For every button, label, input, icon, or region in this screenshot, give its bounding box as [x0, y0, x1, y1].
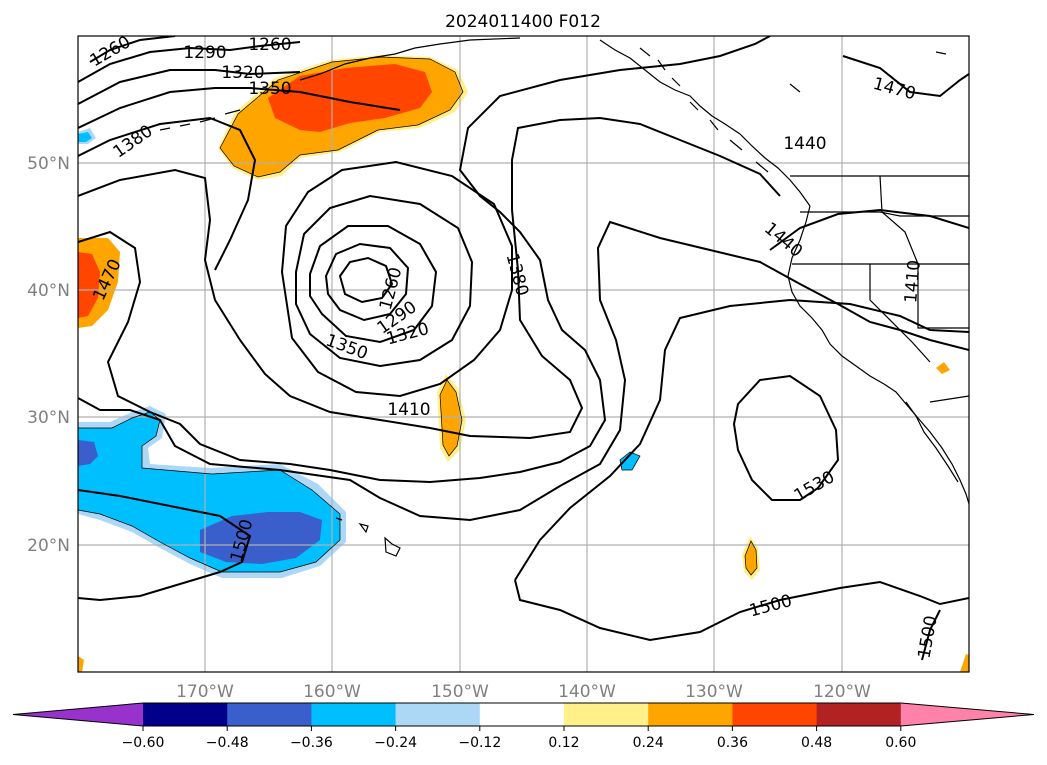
lon-label: 150°W [431, 682, 489, 702]
contour-label: 1350 [248, 79, 291, 99]
contour-label: 1380 [502, 251, 533, 298]
contour-label: 1260 [248, 35, 291, 55]
lat-label: 20°N [27, 536, 70, 556]
contour-1470-ne [842, 55, 969, 98]
contour-label: 1290 [183, 43, 226, 63]
contour-label: 1470 [871, 74, 918, 105]
colorbar-tick-label: 0.24 [633, 735, 664, 751]
border-mexico [929, 395, 969, 403]
contour-low-1290 [324, 242, 410, 322]
colorbar-segment [732, 703, 818, 726]
lat-label: 50°N [27, 154, 70, 174]
colorbar-tick-label: −0.60 [122, 735, 165, 751]
colorbar-tick-label: 0.48 [801, 735, 832, 751]
contour-label: 1260 [87, 32, 134, 71]
colorbar-segment [311, 703, 397, 726]
colorbar-extend-min [13, 703, 143, 726]
colorbar-segment [648, 703, 733, 726]
lat-label: 30°N [27, 408, 70, 428]
shade-red-west [78, 252, 100, 318]
contour-1530 [732, 374, 840, 501]
contour-low-1320 [309, 225, 438, 344]
colorbar-segment [143, 703, 228, 726]
colorbar-segment [816, 703, 902, 726]
coast-se-alaska-bc [599, 39, 811, 207]
colorbar-extend-max [900, 703, 1034, 726]
latitude-labels: 50°N 40°N 30°N 20°N [27, 154, 70, 556]
contour-low-1350 [295, 194, 474, 368]
map-frame [77, 35, 970, 673]
contour-label: 1410 [387, 400, 430, 420]
longitude-labels: 170°W 160°W 150°W 140°W 130°W 120°W [176, 682, 871, 702]
contour-label: 1500 [914, 614, 941, 660]
border-wa-or [800, 211, 969, 217]
contour-1410-north [78, 116, 781, 440]
contour-label: 1440 [760, 219, 806, 262]
colorbar-segment [479, 703, 565, 726]
contour-label: 1500 [747, 591, 794, 622]
contour-1470 [78, 220, 969, 522]
contour-1500 [78, 489, 252, 602]
map-title: 2024011400 F012 [445, 12, 601, 32]
contour-1500-south [514, 579, 969, 642]
contour-label: 1320 [221, 63, 264, 83]
lon-label: 170°W [176, 682, 234, 702]
shade-orange-mid-in [440, 380, 462, 456]
colorbar-segment [395, 703, 481, 726]
lat-label: 40°N [27, 281, 70, 301]
baja [905, 401, 959, 483]
aleutians [159, 109, 241, 131]
contour-label: 1530 [791, 467, 838, 506]
gridlines [78, 36, 969, 672]
contour-1440-main [78, 36, 771, 484]
map-area: 1260 1290 1260 1320 1350 1380 1470 1440 … [78, 32, 969, 672]
border-ca-nv [869, 264, 931, 363]
lon-label: 140°W [558, 682, 616, 702]
shading-positive [78, 55, 969, 672]
contour-1440-coast [769, 208, 969, 251]
contour-1290-north [78, 41, 301, 83]
contour-1500-mid [514, 298, 969, 581]
colorbar-segment [227, 703, 312, 726]
shade-orange-corner-l [78, 656, 84, 672]
colorbar-segment [564, 703, 649, 726]
colorbar-tick-label: 0.12 [548, 735, 579, 751]
colorbar-tick-label: −0.24 [374, 735, 417, 751]
lon-label: 120°W [813, 682, 871, 702]
coast-alaska-gulf [299, 37, 521, 81]
contour-label: 1440 [783, 134, 826, 154]
shade-orange-se [745, 541, 757, 575]
colorbar-tick-label: 0.60 [885, 735, 916, 751]
colorbar: −0.60 −0.48 −0.36 −0.24 −0.12 0.12 0.24 0.36 0.4… [12, 702, 1035, 751]
contour-1350-north [78, 87, 401, 129]
shade-orange-corner-r [960, 654, 969, 672]
colorbar-tick-label: −0.36 [290, 735, 333, 751]
contour-1260-north [89, 36, 176, 63]
height-contours [78, 36, 969, 661]
shading-negative [78, 128, 640, 578]
shade-royal-west [78, 440, 98, 466]
shade-royal-sw [200, 512, 322, 564]
contour-1320-north [78, 69, 301, 105]
coast-wa-or-ca [787, 205, 969, 505]
contour-labels: 1260 1290 1260 1320 1350 1380 1470 1440 … [87, 32, 942, 660]
colorbar-tick-label: −0.12 [458, 735, 501, 751]
contour-1500-se [921, 609, 941, 661]
contour-1380-north [78, 116, 257, 271]
hawaii [335, 517, 401, 557]
contour-low-1260 [338, 256, 394, 304]
lon-label: 160°W [303, 682, 361, 702]
colorbar-tick-label: 0.36 [717, 735, 748, 751]
contour-label: 1410 [901, 259, 925, 304]
shade-red-north [268, 64, 432, 132]
contour-low-1380 [280, 160, 513, 398]
shade-sky-small [620, 452, 640, 470]
shade-sky-nw [78, 132, 92, 142]
colorbar-tick-label: −0.48 [206, 735, 249, 751]
shade-orange-coast [936, 362, 950, 374]
lon-label: 130°W [685, 682, 743, 702]
border-id [879, 175, 969, 329]
